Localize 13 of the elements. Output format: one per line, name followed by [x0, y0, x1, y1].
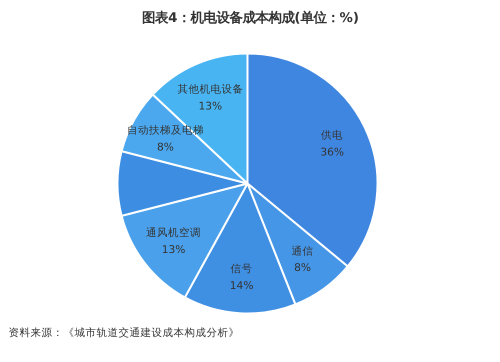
data-label: 8% [157, 140, 174, 154]
data-label: 8% [294, 261, 311, 274]
slice-label: 供电 [321, 128, 344, 142]
chart-title: 图表4：机电设备成本构成(单位：%) [142, 10, 359, 26]
data-label: 13% [162, 242, 186, 256]
data-label: 14% [230, 278, 254, 292]
text: 资料来源：《城市轨道交通建设成本构成分析》 [8, 326, 240, 339]
slice-label: 信号 [230, 262, 253, 275]
slice-label: 通风机空调 [146, 226, 202, 239]
data-label: 13% [198, 100, 222, 113]
data-label: 36% [320, 146, 344, 159]
slice-label: 通信 [292, 244, 314, 258]
slice-label: 其他机电设备 [177, 82, 244, 96]
